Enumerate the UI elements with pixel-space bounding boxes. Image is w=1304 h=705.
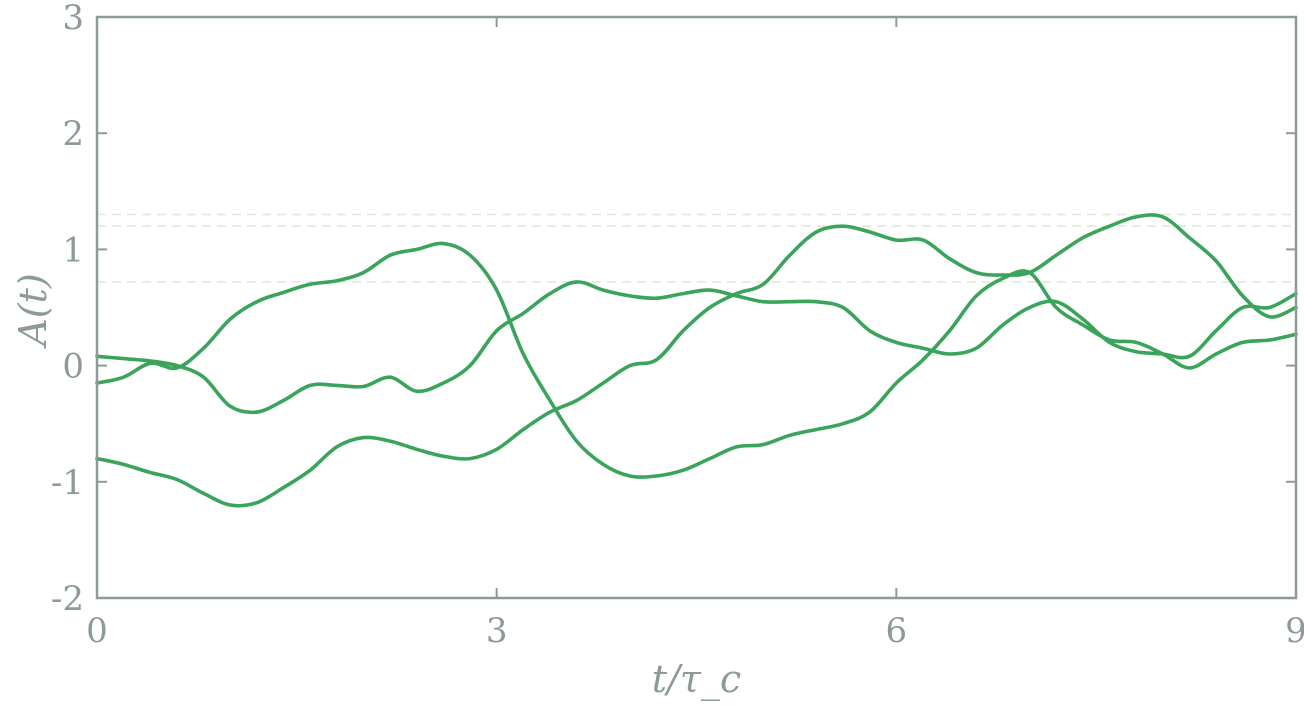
x-tick-labels: 0 3 6 9 — [86, 611, 1304, 651]
series-line-3 — [95, 213, 1298, 508]
y-tick-label: 2 — [62, 114, 84, 154]
y-tick-label: -1 — [51, 463, 84, 503]
x-axis-label: t/τ_c — [652, 657, 741, 702]
y-tick-label: 3 — [62, 0, 84, 38]
series-line-2 — [95, 241, 1298, 479]
x-tick-label: 0 — [86, 611, 108, 651]
series-line-1 — [95, 280, 1298, 415]
plot-frame — [95, 15, 1298, 600]
y-tick-label: -2 — [51, 579, 84, 619]
y-tick-labels: -2 -1 0 1 2 3 — [51, 0, 84, 619]
x-tick-label: 3 — [486, 611, 508, 651]
axis-ticks — [96, 16, 1297, 599]
series-layer — [95, 213, 1298, 508]
x-tick-label: 9 — [1285, 611, 1304, 651]
y-tick-label: 0 — [62, 347, 84, 387]
x-tick-label: 6 — [886, 611, 908, 651]
reference-lines — [97, 213, 1296, 283]
y-tick-label: 1 — [62, 230, 84, 270]
y-axis-label: A(t) — [11, 273, 55, 348]
